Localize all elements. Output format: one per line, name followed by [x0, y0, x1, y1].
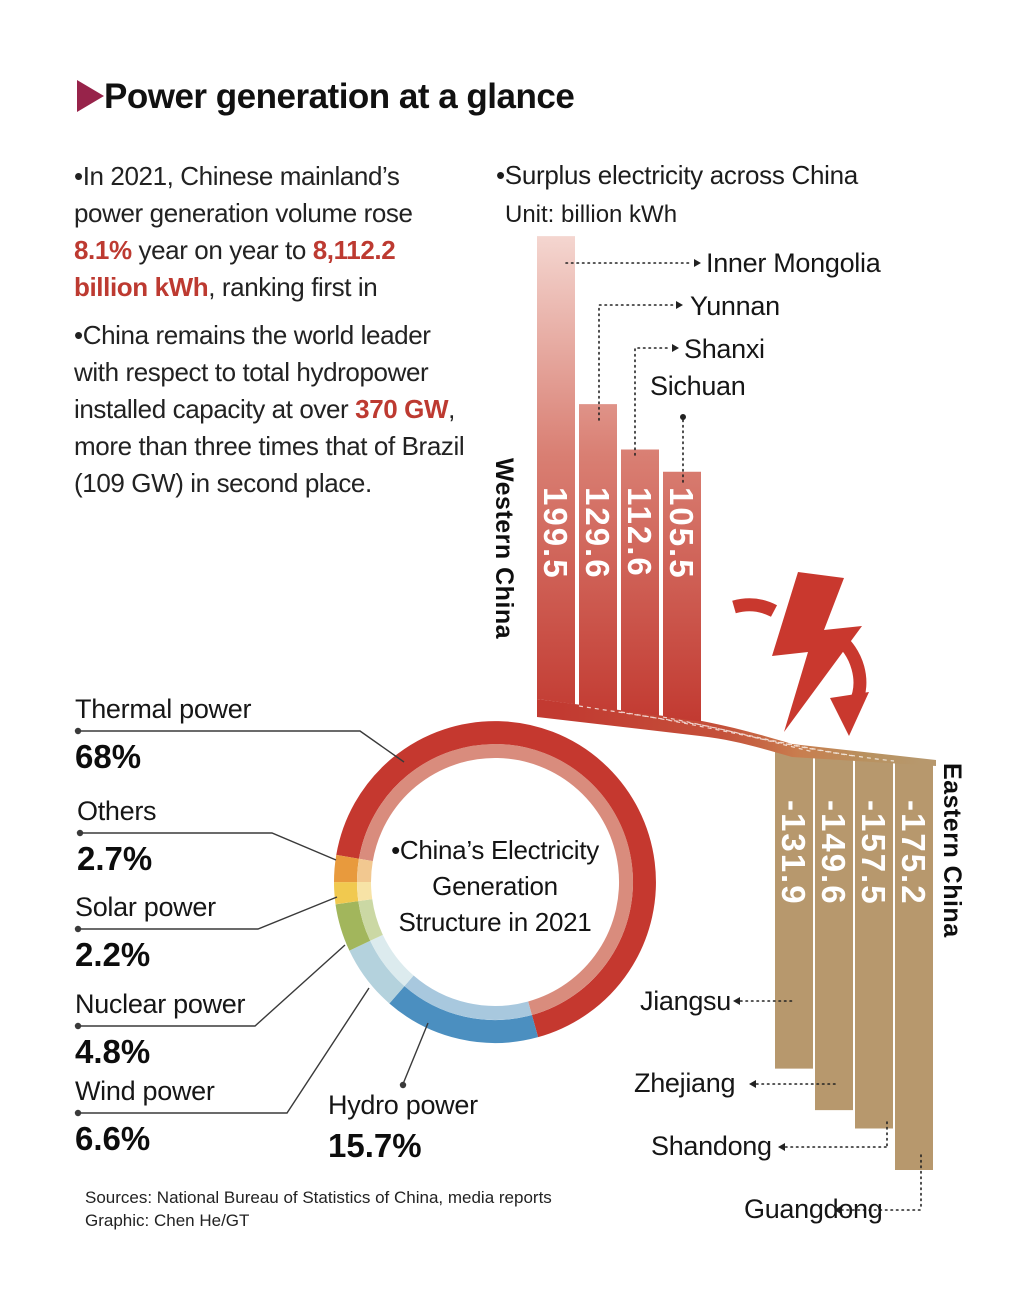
- west-bar-Inner Mongolia: [537, 236, 575, 705]
- legend-hydro-pct: 15.7%: [328, 1127, 422, 1164]
- east-bar-Guangdong: [895, 757, 933, 1170]
- donut-slice-Nuclear power: [335, 900, 371, 951]
- intro-paragraph-1: •In 2021, Chinese mainland’s power gener…: [74, 161, 413, 302]
- legend-thermal-pct: 68%: [75, 738, 142, 775]
- donut-slice-Hydro power: [389, 985, 539, 1044]
- electricity-structure-donut: [333, 721, 656, 1044]
- east-china-bars: -131.9 -149.6 -157.5 -175.2: [775, 745, 933, 1170]
- graphic-credit-line: Graphic: Chen He/GT: [85, 1211, 250, 1230]
- arrowhead: [830, 692, 869, 736]
- sources-line: Sources: National Bureau of Statistics o…: [85, 1188, 552, 1207]
- legend-nuclear-pct: 4.8%: [75, 1033, 151, 1070]
- label-zhejiang: Zhejiang: [634, 1068, 736, 1098]
- sources-note: Sources: National Bureau of Statistics o…: [85, 1186, 552, 1232]
- west-leader-tips: [672, 259, 701, 420]
- donut-slice-inner-Solar power: [357, 881, 373, 902]
- east-bar-value: -149.6: [815, 800, 852, 906]
- page-title: Power generation at a glance: [104, 77, 575, 116]
- legend-hydro-label: Hydro power: [328, 1090, 478, 1120]
- donut-slice-Solar power: [333, 881, 359, 905]
- west-china-bars: 199.5 129.6 112.6 105.5: [537, 236, 701, 722]
- west-bar-Sichuan: [663, 471, 701, 722]
- legend-solar-label: Solar power: [75, 892, 216, 922]
- eastern-china-label: Eastern China: [938, 763, 966, 938]
- lightning-transfer-icon: [732, 572, 869, 736]
- label-guangdong: Guangdong: [744, 1194, 883, 1224]
- east-bar-value: -175.2: [895, 800, 932, 906]
- east-bar-value: -131.9: [775, 800, 812, 906]
- east-bar-Jiangsu: [775, 745, 813, 1069]
- east-leader-lines: [734, 1000, 922, 1211]
- donut-slice-inner-Nuclear power: [358, 898, 383, 941]
- donut-slice-inner-Hydro power: [404, 975, 532, 1020]
- intro-paragraph-2: •China remains the world leader with res…: [74, 320, 465, 498]
- east-bar-value: -157.5: [855, 800, 892, 906]
- label-jiangsu: Jiangsu: [640, 986, 731, 1016]
- east-leader-tips: [733, 997, 841, 1214]
- legend-others-pct: 2.7%: [77, 840, 153, 877]
- donut-slice-inner-Wind power: [370, 934, 414, 987]
- donut-slice-Wind power: [349, 940, 405, 1004]
- funnel-stream-separators: [578, 705, 895, 762]
- legend-wind-label: Wind power: [75, 1076, 215, 1106]
- donut-slice-inner-Thermal power: [359, 743, 634, 1015]
- surplus-chart-heading: •Surplus electricity across China: [496, 160, 858, 190]
- west-bar-value: 112.6: [621, 487, 658, 578]
- donut-slice-inner-Others: [357, 858, 373, 883]
- donut-center-caption: •China’s Electricity Generation Structur…: [391, 835, 599, 937]
- west-bar-Yunnan: [579, 404, 617, 711]
- east-bar-Shandong: [855, 753, 893, 1129]
- legend-leader-dots: [74, 727, 407, 1117]
- label-sichuan: Sichuan: [650, 371, 746, 401]
- west-bar-value: 105.5: [663, 487, 700, 580]
- label-shanxi: Shanxi: [684, 334, 765, 364]
- donut-slice-Thermal power: [336, 721, 656, 1038]
- legend-others-label: Others: [77, 796, 157, 826]
- west-bar-value: 129.6: [579, 487, 616, 580]
- west-leader-lines: [565, 262, 693, 483]
- legend-thermal-label: Thermal power: [75, 694, 252, 724]
- west-bar-value: 199.5: [537, 487, 574, 580]
- surplus-chart-unit: Unit: billion kWh: [505, 201, 678, 228]
- western-china-label: Western China: [490, 458, 518, 640]
- title-arrow-icon: [77, 80, 104, 112]
- legend-leader-lines: [78, 730, 429, 1114]
- label-shandong: Shandong: [651, 1131, 772, 1161]
- label-inner-mongolia: Inner Mongolia: [706, 248, 881, 278]
- legend-solar-pct: 2.2%: [75, 936, 151, 973]
- legend-nuclear-label: Nuclear power: [75, 989, 246, 1019]
- lightning-bolt-icon: [772, 572, 862, 732]
- east-bar-Zhejiang: [815, 749, 853, 1111]
- west-bar-Shanxi: [621, 449, 659, 716]
- label-yunnan: Yunnan: [690, 291, 780, 321]
- legend-wind-pct: 6.6%: [75, 1120, 151, 1157]
- donut-slice-Others: [333, 854, 359, 883]
